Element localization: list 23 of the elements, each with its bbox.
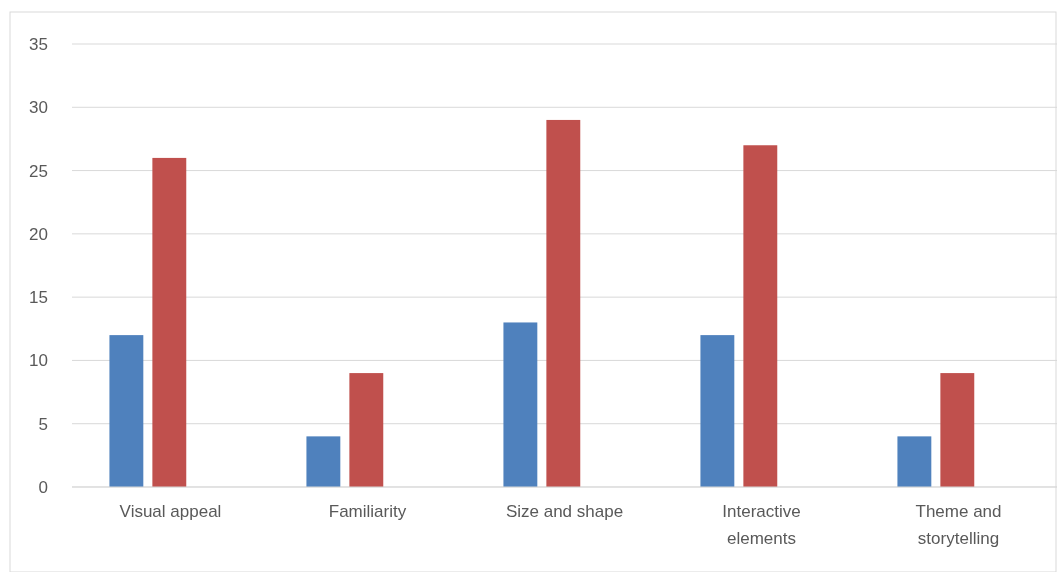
- bar: [546, 119, 581, 487]
- y-tick-label: 20: [29, 224, 48, 244]
- bar: [940, 373, 975, 487]
- y-tick-label: 10: [29, 351, 48, 371]
- y-tick-label: 5: [38, 414, 48, 434]
- x-tick-label: Interactive elements: [722, 502, 801, 548]
- y-tick-label: 15: [29, 288, 48, 308]
- x-tick-label: Familiarity: [328, 502, 407, 521]
- y-tick-label: 30: [29, 98, 48, 118]
- y-tick-label: 25: [29, 161, 48, 181]
- y-tick-label: 0: [38, 477, 48, 497]
- bar: [109, 335, 144, 487]
- bar: [897, 436, 932, 487]
- bar: [700, 335, 735, 487]
- bar: [306, 436, 341, 487]
- x-tick-label: Size and shape: [505, 502, 624, 521]
- x-tick-label: Visual appeal: [119, 502, 222, 521]
- bar: [503, 322, 538, 487]
- bar: [349, 373, 384, 487]
- bar: [743, 145, 778, 487]
- x-tick-label: Theme and storytelling: [915, 502, 1002, 548]
- y-tick-label: 35: [29, 34, 48, 54]
- bar: [152, 157, 187, 487]
